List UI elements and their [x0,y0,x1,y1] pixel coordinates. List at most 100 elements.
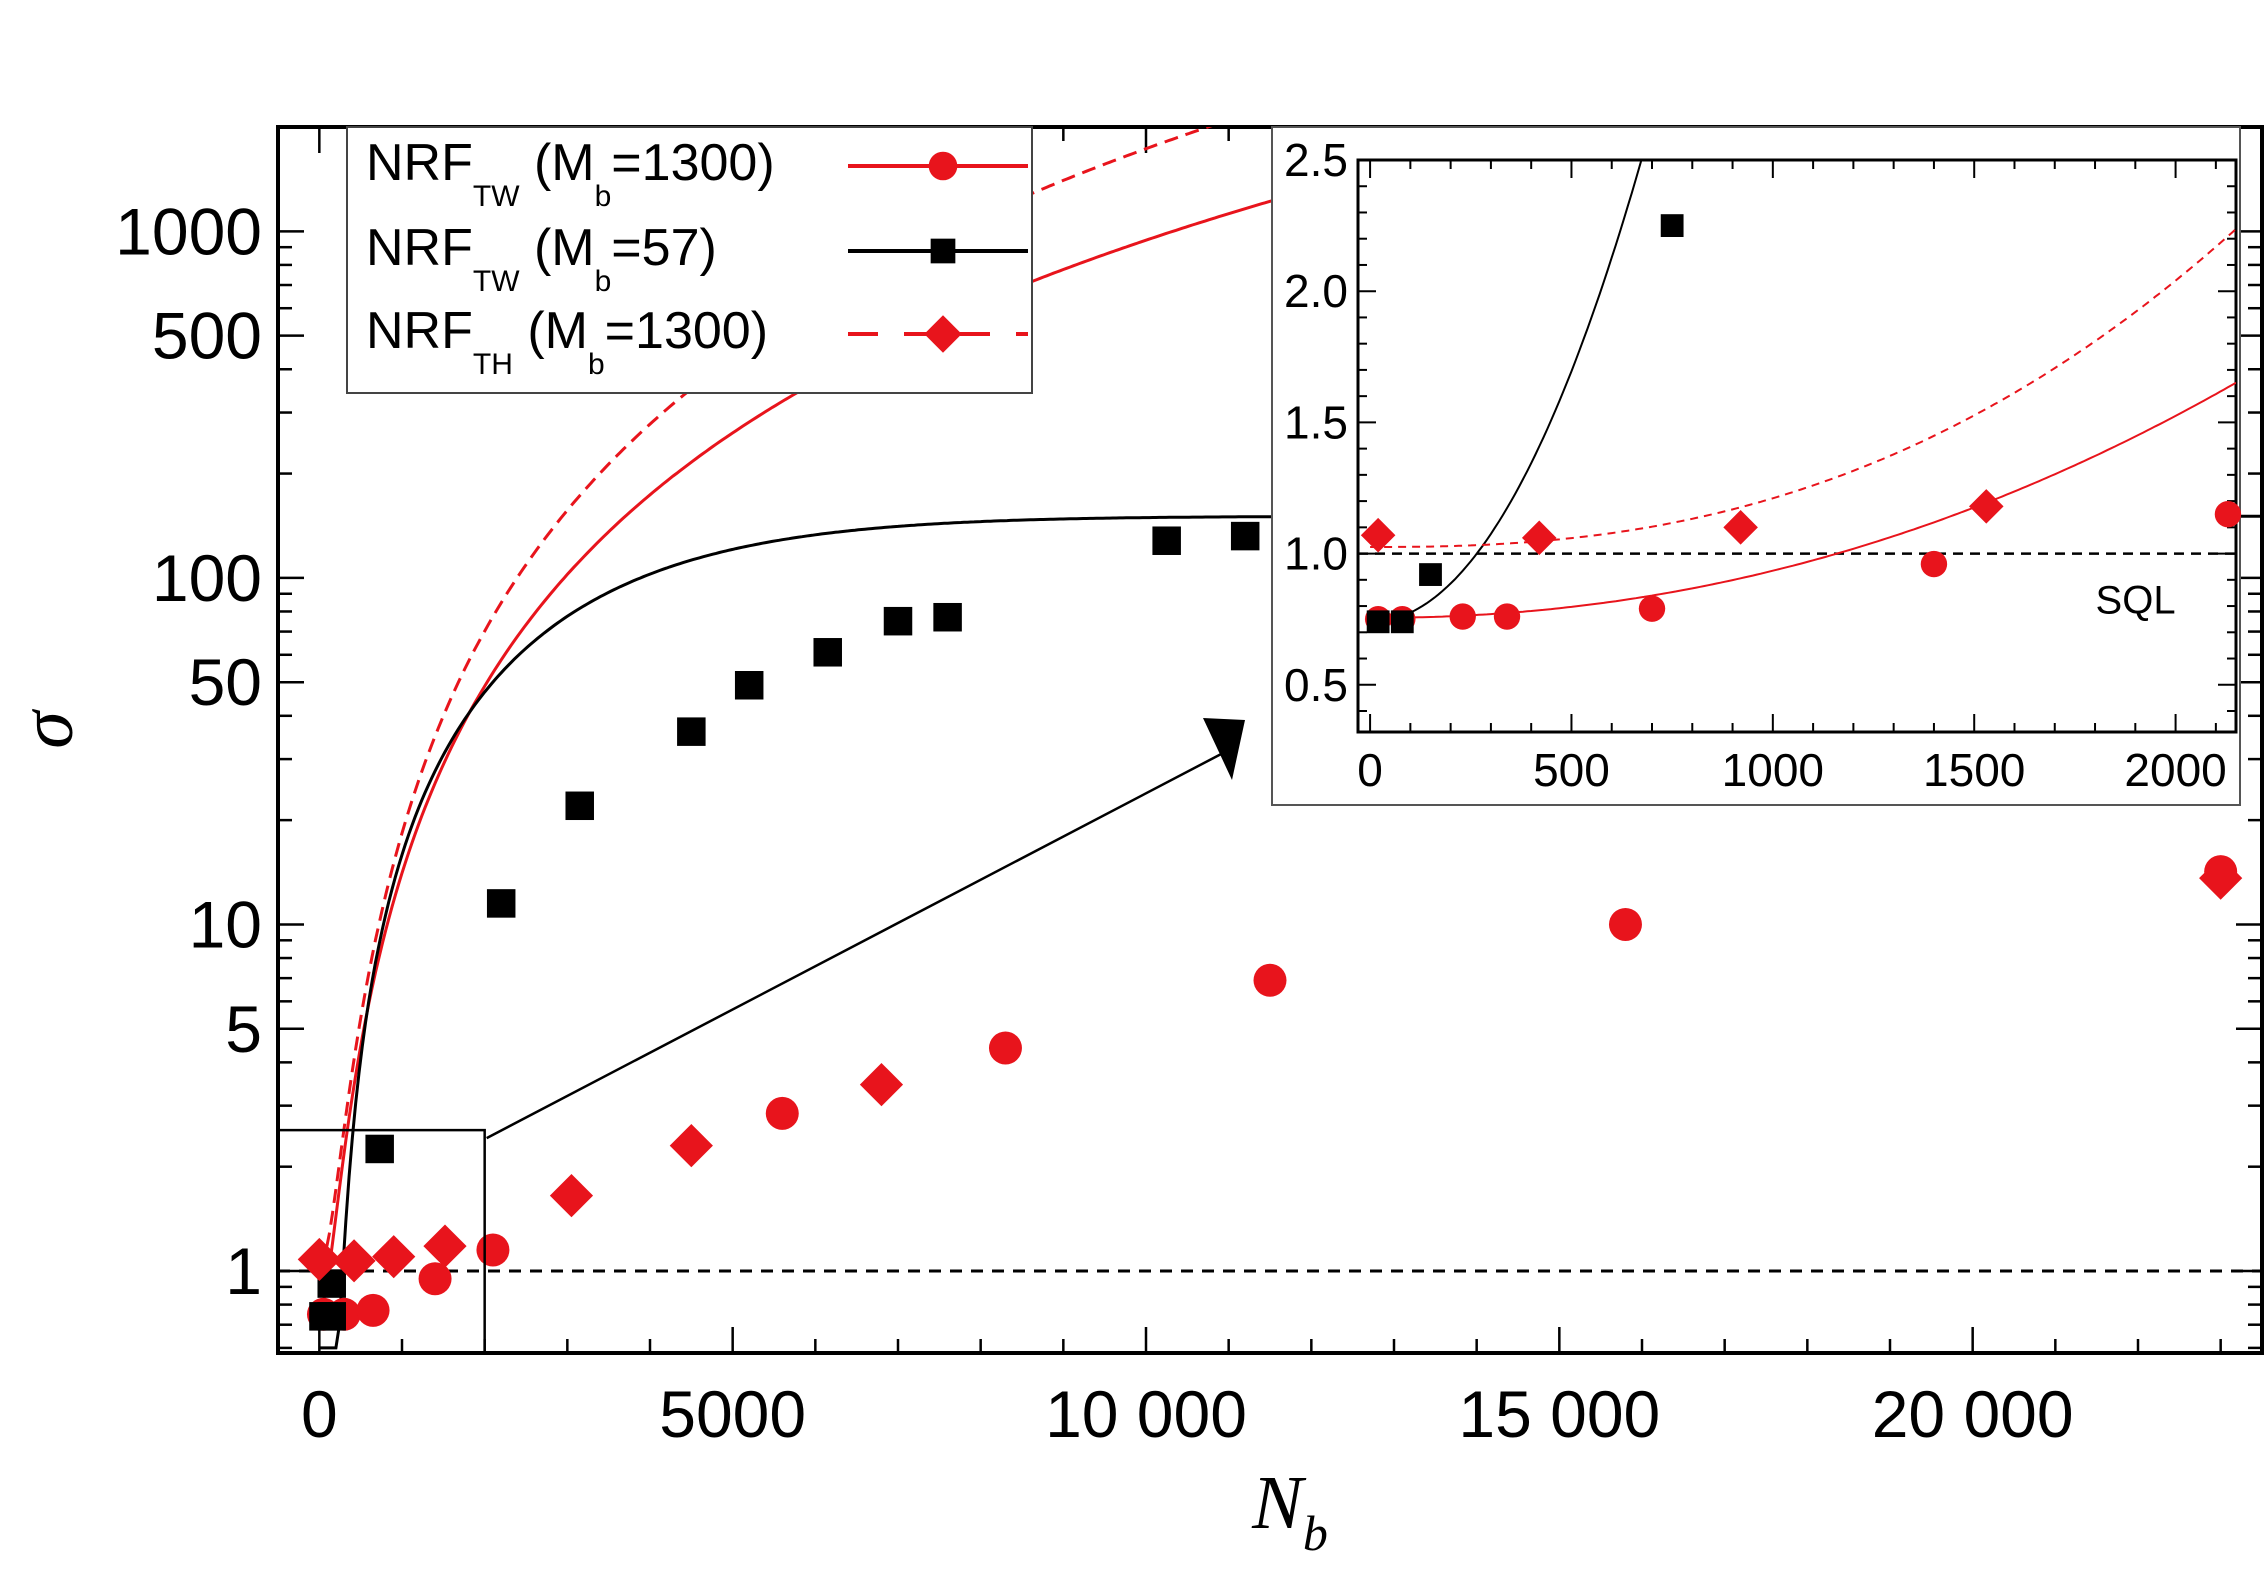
inset-fit-curve-1 [1370,160,1643,623]
main-x-tick-label: 10 000 [1045,1377,1247,1451]
x-axis-title-subscript: b [1303,1505,1328,1561]
data-point [933,602,962,632]
main-x-tick-label: 5000 [659,1377,806,1451]
main-x-tick-label: 15 000 [1458,1377,1660,1451]
legend-label-main: NRF [366,302,473,360]
inset-y-tick-label: 2.5 [1284,134,1348,186]
legend-box [346,126,1033,394]
legend-marker-sample [928,151,958,181]
main-series-1 [309,521,1260,1331]
data-point [883,606,913,636]
data-point [372,1235,416,1279]
legend-label-paren: (M [520,219,595,277]
inset-data-point [2214,501,2242,528]
inset-background [1271,126,2241,806]
inset-data-point [1723,510,1758,545]
legend-label-sub: TH [473,348,513,381]
zoom-arrow-line [486,750,1226,1140]
main-plot: 0 5000 10 000 15 000 20 0001510501005001000N… [5,125,2264,1561]
legend-entry-2: NRFTH (Mb=1300) [366,302,1028,381]
legend-marker-sample [924,315,962,353]
data-point [1608,907,1642,941]
data-point [418,1262,452,1296]
data-point [2199,856,2243,900]
inset-x-tick-label: 500 [1533,744,1610,796]
data-point [988,1031,1022,1065]
legend-label-paren-sub: b [595,265,612,298]
zoom-arrow-head [1203,718,1245,780]
legend-label-paren-sub: b [588,348,605,381]
main-y-tick-label: 50 [189,645,262,719]
inset-data-point [1390,610,1414,634]
data-point [332,1239,376,1283]
inset-data-point [1419,563,1442,586]
inset-x-tick-label: 0 [1357,744,1383,796]
inset-series-2 [1360,489,2004,556]
zoom-callout [276,718,1245,1355]
inset-x-tick-label: 1000 [1722,744,1824,796]
data-point [1253,963,1287,997]
zoom-region-box [276,1128,486,1355]
data-point [669,1124,713,1168]
data-point [813,638,842,667]
legend-marker-sample [930,238,956,264]
legend-label-sub: TW [473,180,520,213]
main-x-tick-label: 20 000 [1872,1377,2074,1451]
main-y-tick-label: 10 [189,887,262,961]
inset-x-tick-label: 2000 [2124,744,2226,796]
main-y-axis: 1 5 10 50 100 500 1000 [115,125,2262,1350]
data-point [765,1096,799,1130]
inset-data-point [1493,603,1521,630]
main-y-tick-label: 500 [152,299,262,373]
inset-data-point [1366,610,1390,634]
data-point [365,1134,394,1164]
inset-y-tick-label: 1.5 [1284,396,1348,448]
legend: NRFTW (Mb=1300)NRFTW (Mb=57)NRFTH (Mb=13… [346,126,1033,394]
legend-label-main: NRF [366,219,473,277]
main-y-tick-label: 5 [225,992,262,1066]
data-point [565,791,594,821]
legend-entry-0: NRFTW (Mb=1300) [366,134,1028,213]
inset-data-point [1660,214,1684,237]
inset-plot: 0 500 1000 1500 2000 0.5 1.0 1.5 2.0 2.5 SQL [1271,126,2242,806]
inset-fit-curve-2 [1370,228,2236,548]
legend-label-value: =1300) [611,134,774,192]
inset-y-axis: 0.5 1.0 1.5 2.0 2.5 [1284,134,2236,713]
legend-label: NRFTW (Mb=1300) [366,134,775,213]
data-point [1152,526,1181,555]
inset-x-axis: 0 500 1000 1500 2000 [1357,160,2227,796]
inset-y-tick-label: 1.0 [1284,528,1348,580]
legend-label: NRFTH (Mb=1300) [366,302,768,381]
y-axis-title: σ [5,709,89,749]
inset-frame [1356,158,2238,734]
inset-data-point [1920,550,1948,578]
legend-label-paren: (M [520,134,595,192]
main-plot-frame [276,125,2264,1355]
data-point [677,717,706,746]
data-point [1230,521,1260,551]
main-x-axis: 0 5000 10 000 15 000 20 000 [301,127,2222,1451]
data-point [356,1293,390,1327]
inset-data-point [1969,489,2004,524]
inset-data-point [1360,517,1396,553]
inset-data-point [1449,603,1476,630]
main-y-tick-label: 100 [152,541,262,615]
data-point [734,671,764,700]
legend-label-paren-sub: b [595,180,612,213]
main-x-tick-label: 0 [301,1377,338,1451]
legend-label-main: NRF [366,134,473,192]
inset-y-tick-label: 2.0 [1284,265,1348,317]
data-point [297,1237,341,1282]
data-point [317,1302,346,1331]
inset-data-point [1638,595,1666,622]
inset-data-point [1521,520,1557,556]
data-point [549,1174,594,1218]
main-series-0 [306,855,2238,1331]
legend-label-paren: (M [513,302,588,360]
legend-label-value: =57) [611,219,717,277]
inset-series-1 [1366,214,1684,634]
main-y-tick-label: 1 [225,1234,262,1308]
legend-label-value: =1300) [605,302,768,360]
